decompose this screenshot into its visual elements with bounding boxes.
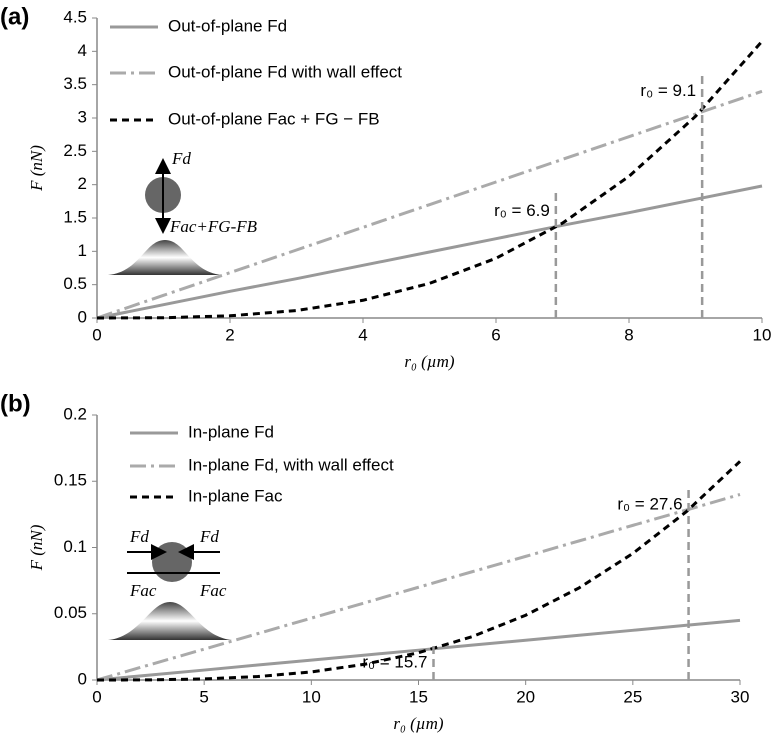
inset-label: Fac+FG-FB (169, 217, 258, 236)
x-tick-label: 0 (92, 687, 101, 706)
y-tick-label: 3 (78, 107, 87, 126)
legend-label: Out-of-plane Fd (168, 16, 287, 35)
y-tick-label: 0.1 (63, 537, 87, 556)
inset-label: Fac (199, 581, 227, 600)
x-axis-label: r₀ (µm) (404, 352, 455, 371)
annotation-label: r₀ = 15.7 (362, 652, 427, 671)
legend-label: Out-of-plane Fac + FG − FB (168, 109, 380, 128)
y-tick-label: 0.05 (54, 603, 87, 622)
legend-label: In-plane Fac (188, 486, 283, 505)
legend-label: Out-of-plane Fd with wall effect (168, 62, 402, 81)
x-tick-label: 5 (199, 687, 208, 706)
annotation-label: r₀ = 6.9 (494, 201, 550, 220)
y-tick-label: 0 (78, 669, 87, 688)
x-tick-label: 10 (302, 687, 321, 706)
series-line (96, 618, 741, 682)
x-tick-label: 8 (624, 325, 633, 344)
y-tick-label: 0.5 (63, 274, 87, 293)
legend-label: In-plane Fd, with wall effect (188, 455, 394, 474)
x-tick-label: 30 (731, 687, 750, 706)
x-tick-label: 2 (225, 325, 234, 344)
annotation-label: r₀ = 27.6 (617, 495, 682, 514)
y-tick-label: 1.5 (63, 207, 87, 226)
legend-label: In-plane Fd (188, 422, 274, 441)
x-tick-label: 6 (491, 325, 500, 344)
panel-label: (b) (0, 390, 31, 417)
annotation-label: r₀ = 9.1 (640, 81, 696, 100)
inset-label: Fd (171, 149, 191, 168)
inset-label: Fd (129, 527, 149, 546)
panel-label: (a) (0, 3, 29, 30)
series-line (96, 493, 741, 682)
inset-a (108, 158, 222, 275)
x-tick-label: 20 (516, 687, 535, 706)
y-axis-label: F (nN) (27, 524, 46, 571)
y-tick-label: 3.5 (63, 74, 87, 93)
series-line (96, 184, 763, 320)
inset-label: Fac (129, 581, 157, 600)
y-tick-label: 1 (78, 241, 87, 260)
x-tick-label: 0 (92, 325, 101, 344)
y-tick-label: 4 (78, 41, 87, 60)
series-line (96, 40, 764, 320)
y-tick-label: 0.2 (63, 404, 87, 423)
inset-b (108, 542, 232, 640)
y-tick-label: 0 (78, 307, 87, 326)
inset-label: Fd (199, 527, 219, 546)
y-tick-label: 2.5 (63, 141, 87, 160)
x-tick-label: 10 (753, 325, 772, 344)
x-axis-label: r₀ (µm) (393, 714, 444, 733)
y-axis-label: F (nN) (27, 145, 46, 192)
x-tick-label: 25 (623, 687, 642, 706)
y-tick-label: 4.5 (63, 7, 87, 26)
x-tick-label: 4 (358, 325, 367, 344)
y-tick-label: 0.15 (54, 471, 87, 490)
series-line (96, 89, 763, 320)
x-tick-label: 15 (409, 687, 428, 706)
y-tick-label: 2 (78, 174, 87, 193)
